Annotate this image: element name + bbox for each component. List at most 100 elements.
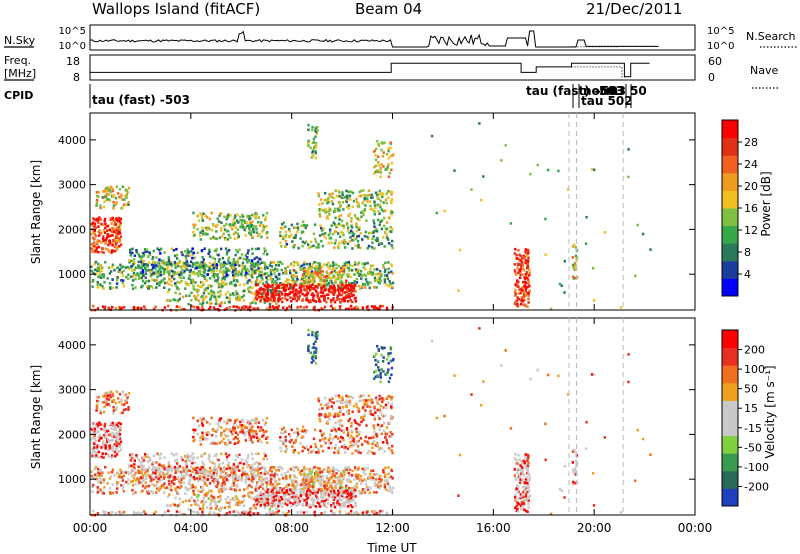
power-mark xyxy=(132,287,135,291)
power-mark xyxy=(147,261,151,264)
power-mark xyxy=(355,237,358,241)
power-mark xyxy=(333,288,337,292)
power-mark xyxy=(278,286,281,290)
velocity-mark xyxy=(311,485,314,488)
velocity-mark xyxy=(274,498,278,502)
power-mark xyxy=(141,270,145,274)
velocity-mark xyxy=(190,486,193,490)
velocity-mark xyxy=(310,470,314,473)
velocity-mark xyxy=(209,503,212,506)
velocity-mark xyxy=(336,501,339,504)
velocity-mark xyxy=(98,439,101,442)
power-mark xyxy=(146,285,149,289)
power-mark xyxy=(311,283,314,287)
power-mark xyxy=(329,285,333,288)
power-mark xyxy=(301,240,305,244)
velocity-mark xyxy=(367,475,370,479)
velocity-mark xyxy=(216,428,219,432)
velocity-mark xyxy=(322,414,325,417)
power-mark xyxy=(319,224,322,228)
power-mark xyxy=(380,148,383,152)
velocity-mark xyxy=(301,497,304,501)
power-mark xyxy=(351,191,355,195)
power-mark xyxy=(230,264,233,267)
velocity-mark xyxy=(361,479,364,482)
power-mark xyxy=(352,293,355,297)
velocity-mark xyxy=(345,468,348,471)
power-mark xyxy=(390,244,393,247)
velocity-mark xyxy=(98,476,102,479)
velocity-mark xyxy=(250,496,253,500)
velocity-mark xyxy=(362,418,365,422)
velocity-mark xyxy=(95,451,99,455)
power-mark xyxy=(516,262,520,266)
power-mark xyxy=(294,282,297,285)
velocity-mark xyxy=(294,441,297,444)
velocity-mark xyxy=(241,473,244,477)
velocity-mark xyxy=(265,501,268,504)
power-mark xyxy=(170,283,173,287)
power-mark xyxy=(229,214,232,217)
power-mark xyxy=(111,286,114,290)
power-mark xyxy=(119,221,122,225)
velocity-mark xyxy=(301,478,305,482)
velocity-mark xyxy=(215,474,218,477)
velocity-mark xyxy=(301,503,305,506)
power-mark xyxy=(225,217,228,221)
velocity-mark xyxy=(254,485,258,489)
velocity-mark xyxy=(231,476,234,479)
power-mark xyxy=(196,293,200,297)
velocity-mark xyxy=(253,462,256,465)
power-mark xyxy=(360,285,364,288)
velocity-mark xyxy=(295,504,298,508)
power-mark xyxy=(248,224,251,227)
power-mark xyxy=(196,284,200,288)
power-mark xyxy=(205,301,209,304)
power-mark xyxy=(391,281,395,285)
velocity-mark xyxy=(188,479,191,482)
velocity-mark xyxy=(339,506,342,509)
velocity-mark xyxy=(127,472,131,476)
power-mark xyxy=(184,294,188,298)
velocity-mark xyxy=(281,488,284,491)
velocity-mark xyxy=(346,471,349,474)
power-mark xyxy=(327,282,331,285)
velocity-mark xyxy=(112,432,115,436)
velocity-mark xyxy=(246,486,249,490)
power-mark xyxy=(372,219,375,222)
velocity-mark xyxy=(111,448,114,452)
power-mark xyxy=(229,293,232,297)
velocity-mark xyxy=(326,422,329,425)
power-mark xyxy=(199,263,202,266)
velocity-mark xyxy=(284,439,287,442)
velocity-mark xyxy=(242,499,245,502)
power-mark xyxy=(104,194,107,198)
power-mark xyxy=(346,300,350,303)
power-mark xyxy=(302,306,306,309)
velocity-mark xyxy=(283,475,287,479)
power-mark xyxy=(200,249,204,252)
velocity-mark xyxy=(141,484,145,488)
power-mark xyxy=(217,260,221,263)
velocity-mark xyxy=(212,429,215,432)
velocity-mark xyxy=(225,457,229,461)
power-mark xyxy=(210,294,213,297)
power-mark xyxy=(321,244,324,248)
velocity-mark xyxy=(383,479,387,482)
velocity-mark xyxy=(315,472,318,475)
power-mark xyxy=(232,305,235,308)
power-mark xyxy=(373,210,376,213)
velocity-mark xyxy=(389,351,392,355)
velocity-mark xyxy=(184,455,187,458)
velocity-mark xyxy=(361,443,364,446)
velocity-mark xyxy=(336,493,339,497)
velocity-mark xyxy=(303,486,307,490)
power-mark xyxy=(293,243,297,247)
power-mark xyxy=(385,306,389,310)
velocity-mark xyxy=(318,467,321,470)
velocity-mark xyxy=(376,360,380,363)
velocity-mark xyxy=(119,426,122,430)
power-mark xyxy=(290,279,294,282)
velocity-mark xyxy=(119,440,123,444)
velocity-mark xyxy=(379,484,382,488)
